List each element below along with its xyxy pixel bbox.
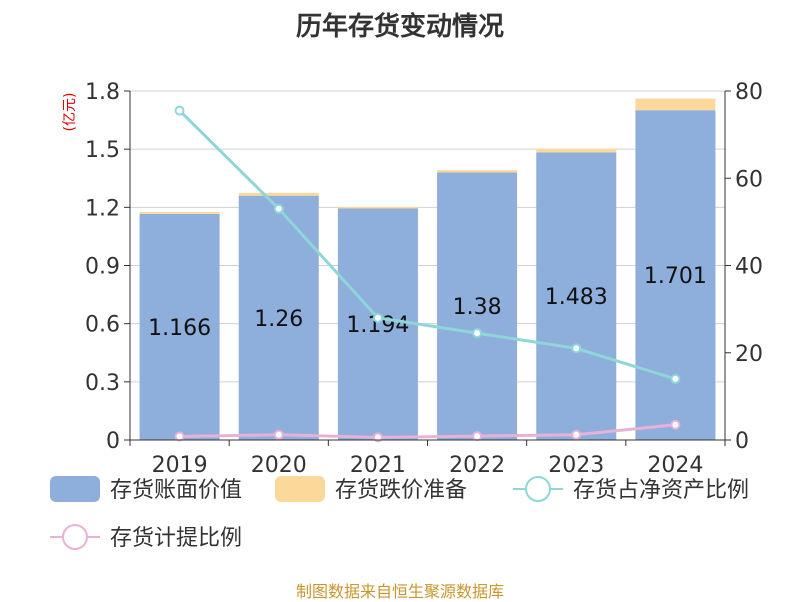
right-tick-label: 20	[735, 342, 763, 367]
left-tick-label: 1.2	[85, 196, 120, 221]
left-tick-label: 0.3	[85, 371, 120, 396]
x-tick-label: 2020	[251, 453, 307, 478]
line-point	[670, 373, 681, 384]
bar-segment	[337, 206, 418, 209]
bar-segment	[635, 98, 716, 111]
legend-label: 存货跌价准备	[335, 478, 467, 503]
left-tick-label: 0.6	[85, 313, 120, 338]
x-tick-label: 2024	[647, 453, 703, 478]
bar-value-label: 1.701	[644, 264, 707, 289]
line-point	[372, 432, 383, 443]
left-axis-unit: (亿元)	[62, 93, 78, 132]
line-point	[472, 328, 483, 339]
bar-value-label: 1.483	[545, 285, 608, 310]
bar-segment	[536, 152, 617, 441]
left-tick-label: 0	[106, 429, 120, 454]
line-point	[571, 343, 582, 354]
bar-value-label: 1.26	[254, 307, 303, 332]
legend-label: 存货占净资产比例	[573, 478, 749, 503]
line-point	[670, 419, 681, 430]
line-point	[174, 105, 185, 116]
series-line	[178, 109, 676, 381]
right-tick-label: 40	[735, 255, 763, 280]
left-tick-label: 1.5	[85, 138, 120, 163]
legend-swatch	[50, 476, 100, 502]
legend-label: 存货账面价值	[110, 478, 242, 503]
line-point	[571, 429, 582, 440]
bar-segment	[536, 148, 617, 153]
x-tick-label: 2022	[449, 453, 505, 478]
right-tick-label: 60	[735, 167, 763, 192]
chart-title: 历年存货变动情况	[295, 12, 504, 42]
legend-marker	[525, 476, 551, 502]
line-point	[273, 203, 284, 214]
line-point	[174, 431, 185, 442]
line-point	[472, 431, 483, 442]
x-tick-label: 2019	[152, 453, 208, 478]
left-tick-label: 0.9	[85, 255, 120, 280]
bar-segment	[238, 192, 319, 196]
legend-label: 存货计提比例	[110, 526, 242, 551]
series-line	[179, 423, 676, 439]
bar-segment	[139, 211, 220, 214]
right-tick-label: 0	[735, 429, 749, 454]
x-tick-label: 2023	[548, 453, 604, 478]
x-tick-label: 2021	[350, 453, 406, 478]
data-source-note: 制图数据来自恒生聚源数据库	[295, 582, 504, 601]
lines-layer	[174, 105, 681, 443]
right-tick-label: 80	[735, 80, 763, 105]
bar-segment	[139, 213, 220, 440]
bar-value-label: 1.166	[148, 316, 211, 341]
line-point	[273, 429, 284, 440]
bar-segment	[437, 172, 518, 440]
legend-swatch	[275, 476, 325, 502]
legend-marker	[62, 524, 88, 550]
bar-segment	[437, 170, 518, 173]
bar-value-label: 1.38	[453, 295, 502, 320]
left-tick-label: 1.8	[85, 80, 120, 105]
bar-segment	[337, 208, 418, 440]
axes-layer: 0 0.3 0.6 0.9 1.2 1.5 1.8 0 20 40 60 80 (亿元) 2019 2020…	[62, 80, 763, 478]
line-point	[372, 312, 383, 323]
bar-segment	[635, 110, 716, 440]
